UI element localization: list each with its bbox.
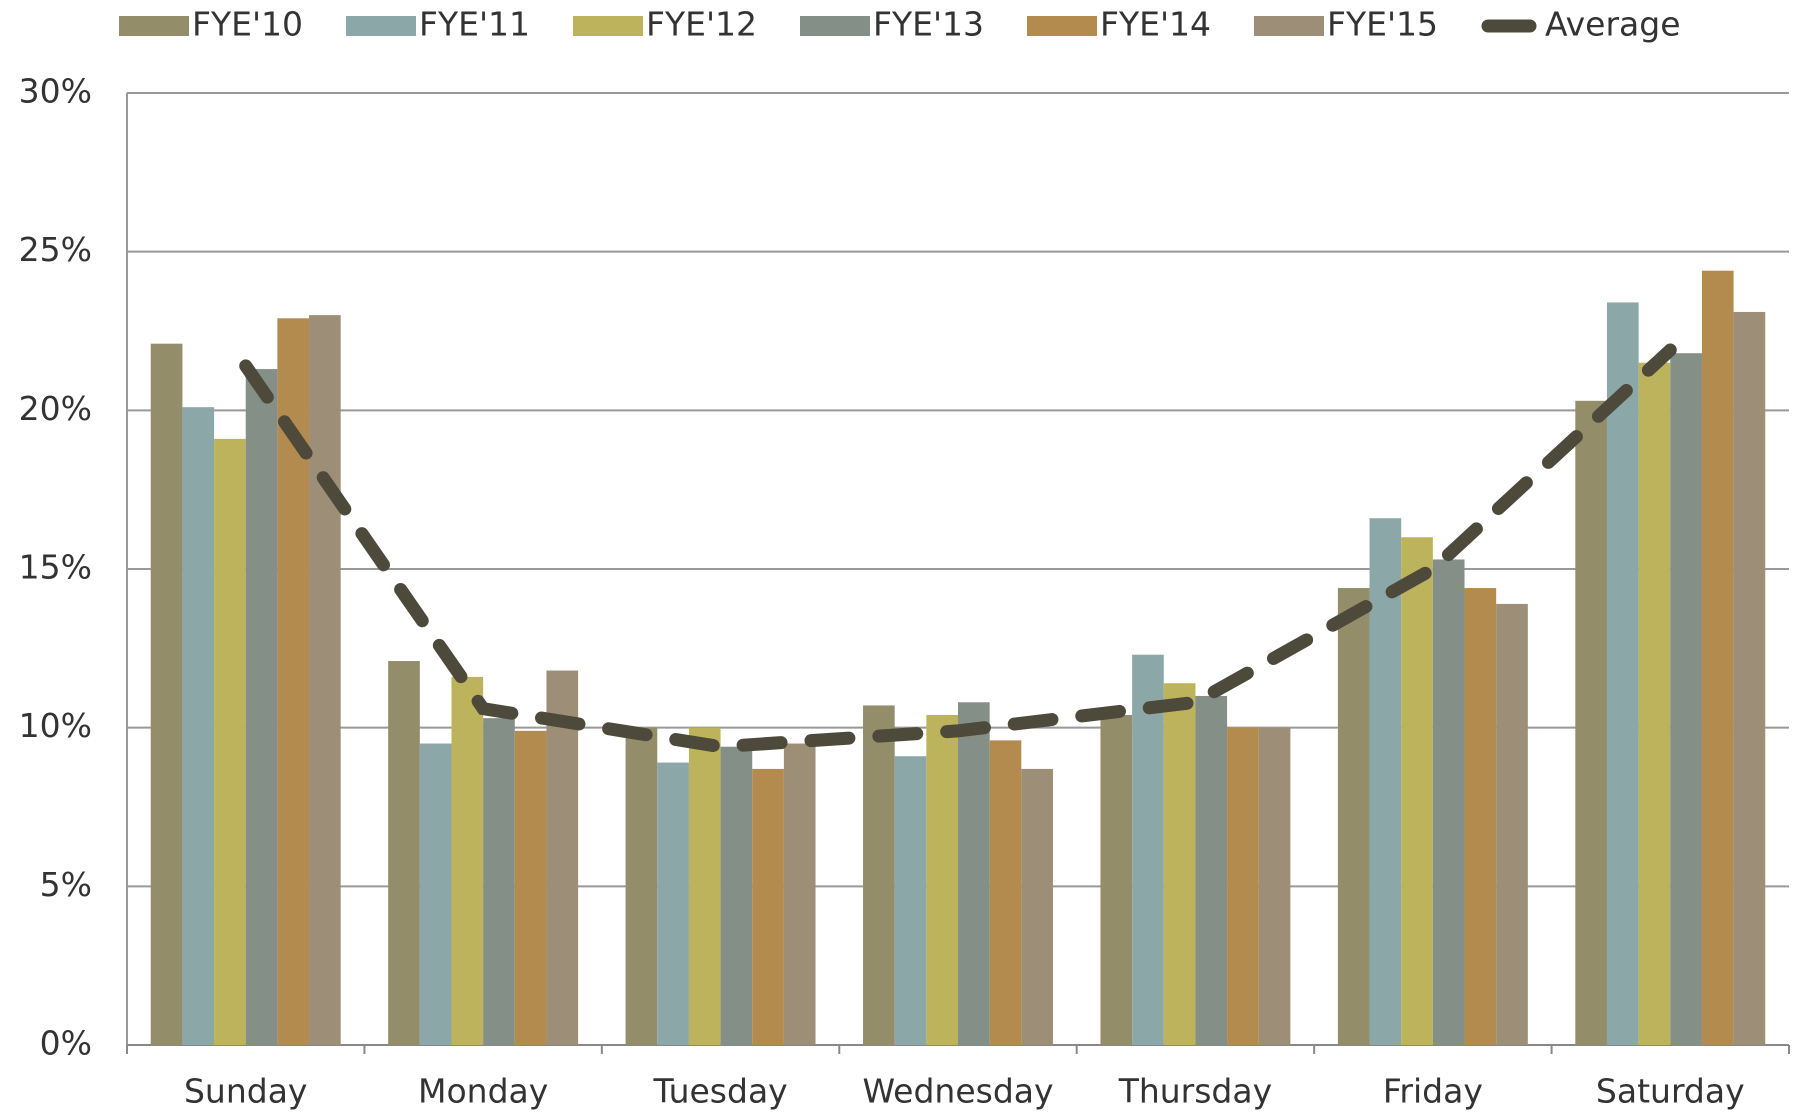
bar	[546, 670, 579, 1045]
bar	[1258, 727, 1291, 1045]
y-tick-label: 5%	[40, 865, 92, 904]
bar	[182, 407, 215, 1045]
bar	[1432, 559, 1465, 1045]
legend-label: Average	[1545, 5, 1681, 44]
y-tick-label: 15%	[19, 548, 92, 587]
legend-swatch	[119, 16, 189, 36]
legend-label: FYE'10	[192, 5, 303, 44]
bar	[657, 762, 689, 1045]
bar	[1575, 400, 1607, 1045]
bar	[894, 756, 927, 1045]
bar	[419, 743, 452, 1045]
x-tick-label: Saturday	[1596, 1072, 1745, 1111]
bar	[752, 768, 784, 1045]
x-tick-label: Wednesday	[862, 1072, 1053, 1111]
x-tick-label: Thursday	[1118, 1072, 1272, 1111]
legend-swatch	[800, 16, 870, 36]
bar	[388, 661, 420, 1045]
bar	[1195, 695, 1228, 1045]
bar	[1132, 654, 1164, 1045]
x-tick-label: Sunday	[184, 1072, 307, 1111]
bar	[958, 702, 990, 1045]
bar	[451, 676, 484, 1045]
bar	[1369, 518, 1402, 1045]
bar	[783, 743, 816, 1045]
bar	[1021, 768, 1053, 1045]
x-tick-label: Monday	[418, 1072, 548, 1111]
legend-label: FYE'13	[873, 5, 984, 44]
average-line	[239, 343, 1677, 754]
x-tick-label: Tuesday	[652, 1072, 787, 1111]
bar	[989, 740, 1022, 1045]
bar	[863, 705, 895, 1045]
bar	[926, 714, 958, 1045]
y-tick-label: 0%	[40, 1024, 92, 1063]
x-tick-label: Friday	[1383, 1072, 1483, 1111]
bar	[1337, 588, 1370, 1045]
bar	[1464, 588, 1497, 1045]
bar	[483, 718, 515, 1045]
bar	[1401, 537, 1433, 1045]
legend-label: FYE'14	[1100, 5, 1211, 44]
bar	[1670, 353, 1702, 1045]
legend-label: FYE'12	[646, 5, 757, 44]
legend-swatch	[1027, 16, 1097, 36]
bar	[214, 438, 246, 1046]
bar	[1163, 683, 1196, 1045]
bar	[514, 730, 547, 1045]
legend-swatch	[346, 16, 416, 36]
bar	[720, 746, 753, 1045]
legend-swatch	[573, 16, 643, 36]
bar	[1606, 302, 1639, 1045]
bar	[309, 315, 341, 1046]
legend-swatch	[1254, 16, 1324, 36]
bar	[625, 727, 658, 1045]
y-tick-label: 30%	[19, 72, 92, 111]
bar	[688, 727, 721, 1045]
y-tick-label: 25%	[19, 230, 92, 269]
y-tick-label: 10%	[19, 706, 92, 745]
legend-label: FYE'11	[419, 5, 530, 44]
bar	[1227, 727, 1259, 1045]
bar	[1701, 270, 1734, 1045]
bar	[245, 369, 278, 1046]
bar	[150, 343, 183, 1045]
bar	[1638, 362, 1671, 1045]
bar	[1100, 714, 1133, 1045]
legend-label: FYE'15	[1327, 5, 1438, 44]
y-tick-label: 20%	[19, 389, 92, 428]
bar	[1496, 603, 1528, 1045]
bar	[1733, 311, 1766, 1046]
